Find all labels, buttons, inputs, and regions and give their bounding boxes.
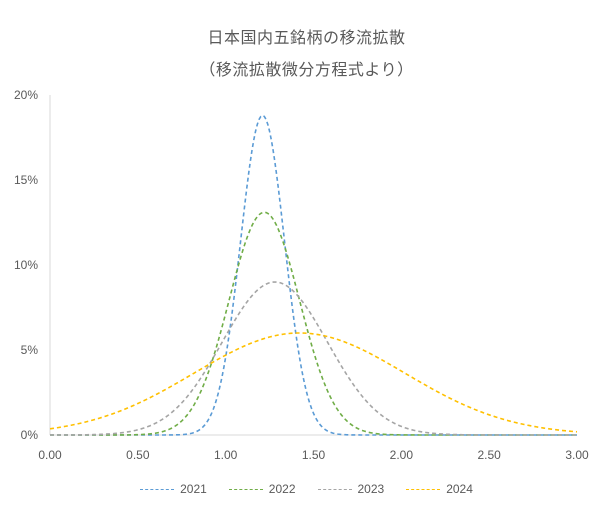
- legend-item-2022: 2022: [228, 482, 296, 496]
- x-tick-label: 2.00: [390, 448, 414, 462]
- series-line-2021: [50, 114, 577, 436]
- legend-swatch: [228, 488, 263, 490]
- x-tick-label: 1.50: [302, 448, 326, 462]
- legend-item-2023: 2023: [317, 482, 385, 496]
- x-tick-label: 2.50: [477, 448, 501, 462]
- legend-item-2021: 2021: [140, 482, 207, 496]
- x-tick-label: 0.50: [126, 448, 150, 462]
- chart-legend: 2021 2022 2023 2024: [0, 478, 613, 500]
- y-tick-label: 10%: [14, 258, 38, 272]
- y-tick-label: 5%: [21, 343, 39, 357]
- y-tick-label: 0%: [21, 428, 39, 442]
- x-tick-label: 1.00: [214, 448, 238, 462]
- series-line-2022: [50, 211, 577, 436]
- legend-swatch: [406, 488, 441, 490]
- legend-label: 2021: [180, 482, 207, 496]
- series-line-2024: [49, 332, 578, 433]
- legend-item-2024: 2024: [406, 482, 473, 496]
- legend-label: 2023: [357, 482, 385, 496]
- legend-swatch: [317, 488, 352, 490]
- chart-title: 日本国内五銘柄の移流拡散: [207, 28, 406, 47]
- legend-label: 2024: [446, 482, 473, 496]
- y-tick-label: 20%: [14, 88, 38, 102]
- legend-swatch: [140, 488, 175, 490]
- legend-label: 2022: [268, 482, 296, 496]
- x-tick-label: 3.00: [565, 448, 589, 462]
- series-line-2023: [50, 281, 577, 436]
- y-tick-label: 15%: [14, 173, 38, 187]
- x-tick-label: 0.00: [38, 448, 62, 462]
- chart-subtitle: （移流拡散微分方程式より）: [199, 60, 414, 79]
